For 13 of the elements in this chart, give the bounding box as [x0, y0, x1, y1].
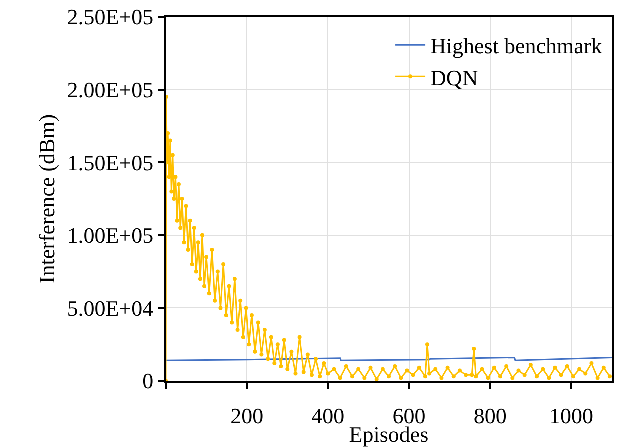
y-tick-label: 0: [142, 368, 154, 394]
y-tick-label: 2.50E+05: [67, 4, 154, 30]
x-tick-label: 1000: [549, 403, 594, 428]
y-tick-label: 2.00E+05: [67, 78, 154, 102]
x-tick-label: 200: [230, 403, 264, 428]
y-tick-label: 1.50E+05: [67, 150, 154, 176]
legend-label: DQN: [430, 65, 478, 90]
y-tick-label: 1.00E+05: [67, 223, 154, 248]
x-tick-label: 400: [312, 403, 345, 428]
legend-label: Highest benchmark: [430, 34, 602, 59]
y-axis-title: Interference (dBm): [34, 114, 60, 284]
y-tick-label: 5.00E+04: [67, 296, 154, 321]
x-tick-label: 800: [474, 403, 507, 428]
